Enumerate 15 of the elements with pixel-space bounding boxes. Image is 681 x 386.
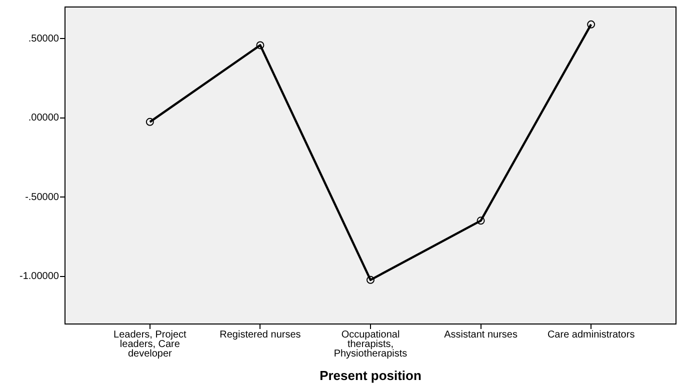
x-axis-title: Present position [320, 368, 422, 383]
point [146, 118, 154, 126]
y-tick-label: -.50000 [25, 192, 60, 203]
x-tick-label: Leaders, Project leaders, Care developer [114, 330, 187, 360]
x-tick-label: Care administrators [547, 330, 635, 340]
x-tick-label: Occupational therapists, Physiotherapists [334, 330, 408, 360]
point [476, 216, 485, 225]
y-tick-label: .00000 [28, 112, 60, 124]
point [587, 20, 596, 28]
x-tick-label: Registered nurses [220, 330, 301, 340]
point [256, 41, 264, 50]
x-tick-label: Assistant nurses [444, 330, 518, 340]
y-tick-label: -1.00000 [20, 271, 60, 282]
point [366, 276, 374, 284]
y-tick-label: .50000 [28, 33, 60, 44]
